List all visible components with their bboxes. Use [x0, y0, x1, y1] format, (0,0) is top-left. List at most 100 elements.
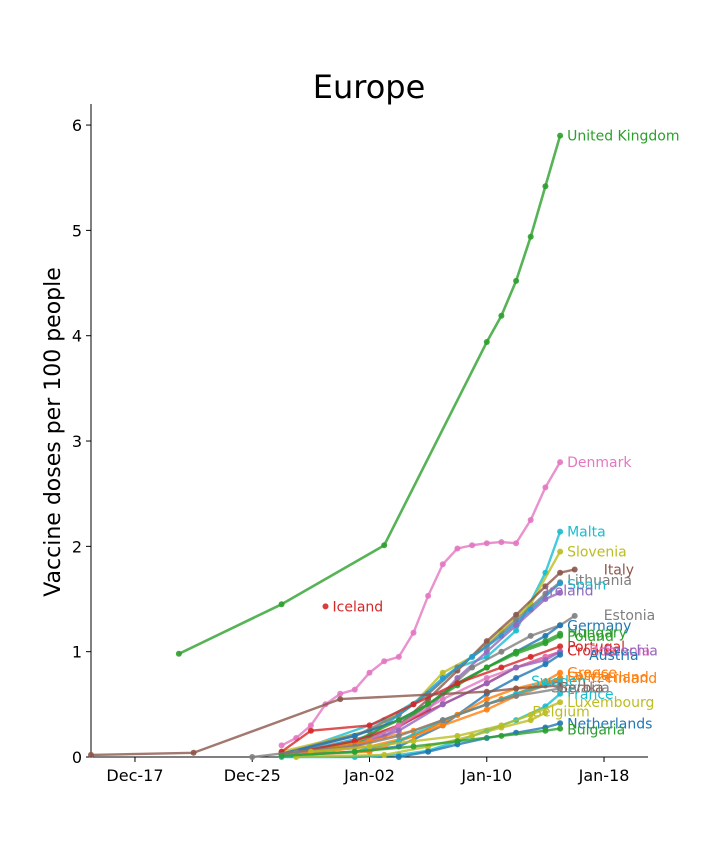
series-united-kingdom — [175, 132, 564, 657]
data-point — [381, 751, 388, 758]
data-point — [381, 542, 388, 549]
data-point — [527, 233, 534, 240]
data-point — [410, 629, 417, 636]
data-point — [542, 640, 549, 647]
series-end-label: Bulgaria — [567, 723, 625, 739]
data-point — [439, 669, 446, 676]
data-point — [439, 675, 446, 681]
series-line-slovakia — [252, 687, 561, 759]
data-point — [278, 752, 285, 759]
data-point — [395, 727, 402, 734]
data-point — [425, 748, 432, 755]
data-point — [557, 720, 564, 727]
data-point — [483, 675, 490, 681]
series-belgium — [293, 709, 549, 760]
data-point — [527, 653, 534, 660]
data-point — [513, 611, 520, 618]
data-point — [542, 657, 549, 664]
data-point — [483, 664, 490, 671]
data-point — [483, 339, 490, 345]
data-point — [454, 738, 461, 745]
series-end-label: Denmark — [567, 455, 632, 471]
y-axis-label: Vaccine doses per 100 people — [41, 267, 66, 597]
data-point — [483, 540, 490, 547]
series-end-label: Latvia — [567, 668, 610, 684]
series-layer — [88, 132, 578, 760]
data-point — [557, 632, 564, 639]
data-point — [366, 722, 373, 729]
data-point — [469, 732, 476, 739]
data-point — [571, 566, 578, 573]
data-point — [410, 738, 417, 745]
data-point — [557, 132, 564, 139]
x-tick-label: Jan-10 — [460, 766, 512, 785]
data-point — [307, 722, 314, 729]
data-point — [337, 690, 344, 697]
data-point — [293, 748, 300, 755]
data-point — [337, 696, 344, 703]
data-point — [483, 688, 490, 695]
series-end-label: United Kingdom — [567, 129, 679, 145]
data-point — [483, 706, 490, 713]
series-end-label: France — [567, 687, 614, 703]
series-end-label: Malta — [567, 525, 606, 541]
data-point — [557, 643, 564, 650]
data-point — [483, 701, 490, 708]
data-point — [483, 680, 490, 687]
series-end-label: Slovenia — [567, 545, 627, 561]
data-point — [527, 711, 534, 718]
series-end-label: Belgium — [532, 705, 589, 721]
data-point — [513, 650, 520, 657]
y-tick-label: 5 — [72, 221, 82, 240]
data-point — [542, 484, 549, 491]
series-malta — [278, 528, 564, 759]
data-point — [439, 696, 446, 703]
data-point — [557, 690, 564, 697]
data-point — [395, 732, 402, 739]
data-point — [307, 727, 314, 734]
series-end-label: Luxembourg — [567, 695, 654, 711]
data-point — [542, 661, 549, 668]
data-point — [557, 580, 564, 587]
series-end-label: Spain — [567, 577, 606, 593]
data-point — [557, 548, 564, 555]
y-tick-label: 4 — [72, 327, 82, 346]
series-bulgaria — [278, 725, 564, 759]
x-tick-label: Jan-18 — [578, 766, 630, 785]
data-point — [557, 685, 564, 692]
data-point — [542, 632, 549, 639]
data-point — [439, 561, 446, 568]
y-tick-label: 1 — [72, 643, 82, 662]
data-point — [513, 622, 520, 629]
data-point — [498, 539, 505, 546]
data-point — [557, 669, 564, 676]
data-point — [571, 612, 578, 619]
data-point — [557, 589, 564, 596]
data-point — [469, 664, 476, 671]
data-point — [498, 312, 505, 319]
data-point — [88, 751, 94, 758]
data-point — [190, 749, 197, 756]
data-point — [498, 664, 505, 671]
y-tick-label: 0 — [72, 748, 82, 767]
data-point — [513, 692, 520, 699]
y-tick-label: 2 — [72, 537, 82, 556]
data-point — [469, 653, 476, 660]
data-point — [469, 542, 476, 549]
data-point — [513, 277, 520, 284]
data-point — [410, 743, 417, 750]
series-end-label: Portugal — [567, 639, 625, 655]
series-end-label: Greece — [567, 666, 617, 682]
data-point — [513, 675, 520, 681]
series-end-label: Lithuania — [567, 573, 632, 589]
data-point — [366, 743, 373, 750]
series-iceland — [322, 603, 329, 610]
data-point — [249, 754, 256, 760]
x-tick-label: Jan-02 — [343, 766, 395, 785]
data-point — [513, 685, 520, 692]
data-point — [557, 678, 564, 685]
series-end-label: Iceland — [333, 599, 384, 615]
data-point — [175, 650, 182, 657]
data-point — [557, 699, 564, 706]
